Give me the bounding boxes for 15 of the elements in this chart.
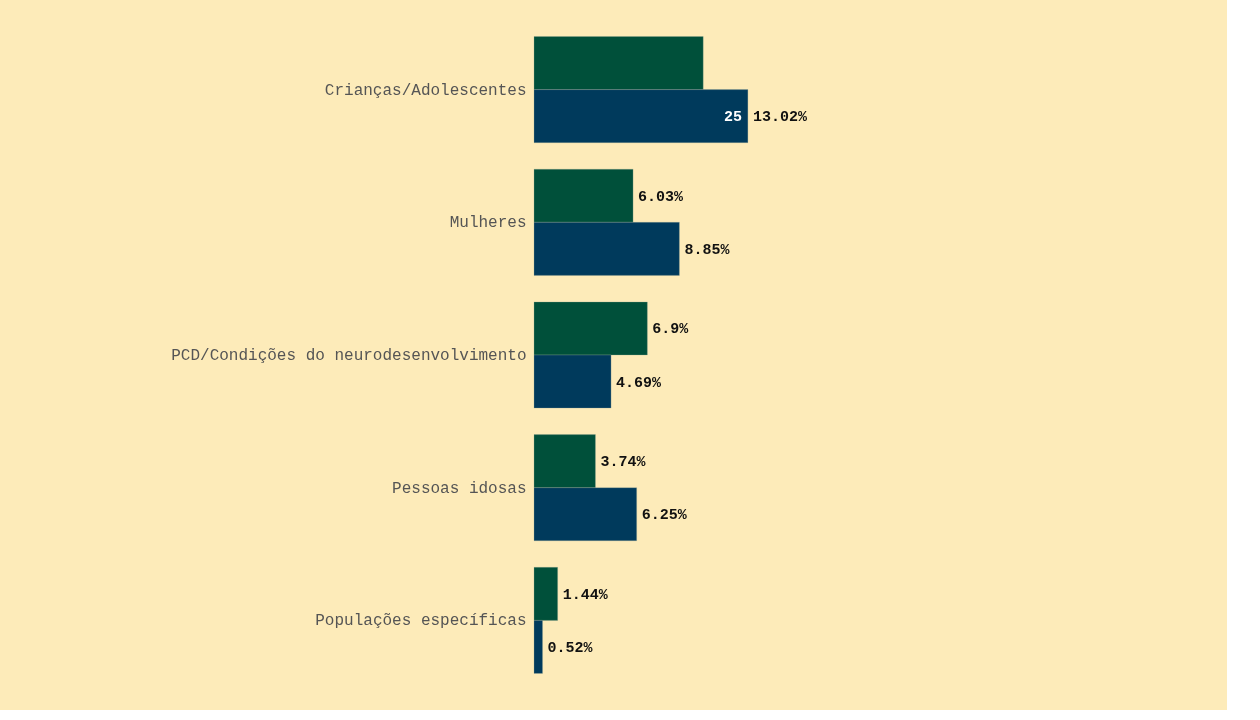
y-tick-label: Populações específicas bbox=[315, 612, 527, 631]
data-label: 13.02% bbox=[752, 109, 808, 127]
data-label: 6.9% bbox=[652, 321, 690, 339]
data-label: 1.44% bbox=[562, 586, 609, 604]
y-tick-label: PCD/Condições do neurodesenvolvimento bbox=[171, 347, 527, 365]
y-tick-label: Mulheres bbox=[449, 214, 527, 233]
data-label: 8.85% bbox=[684, 241, 731, 259]
data-label: 4.69% bbox=[616, 374, 663, 392]
data-label: 0.52% bbox=[547, 639, 594, 657]
data-label: 6.03% bbox=[638, 188, 685, 206]
y-tick-label: Pessoas idosas bbox=[392, 479, 527, 498]
data-label: 3.74% bbox=[600, 454, 647, 472]
y-tick-label: Crianças/Adolescentes bbox=[324, 81, 527, 100]
data-label: 6.25% bbox=[641, 507, 688, 525]
annotation: 25 bbox=[723, 109, 742, 127]
